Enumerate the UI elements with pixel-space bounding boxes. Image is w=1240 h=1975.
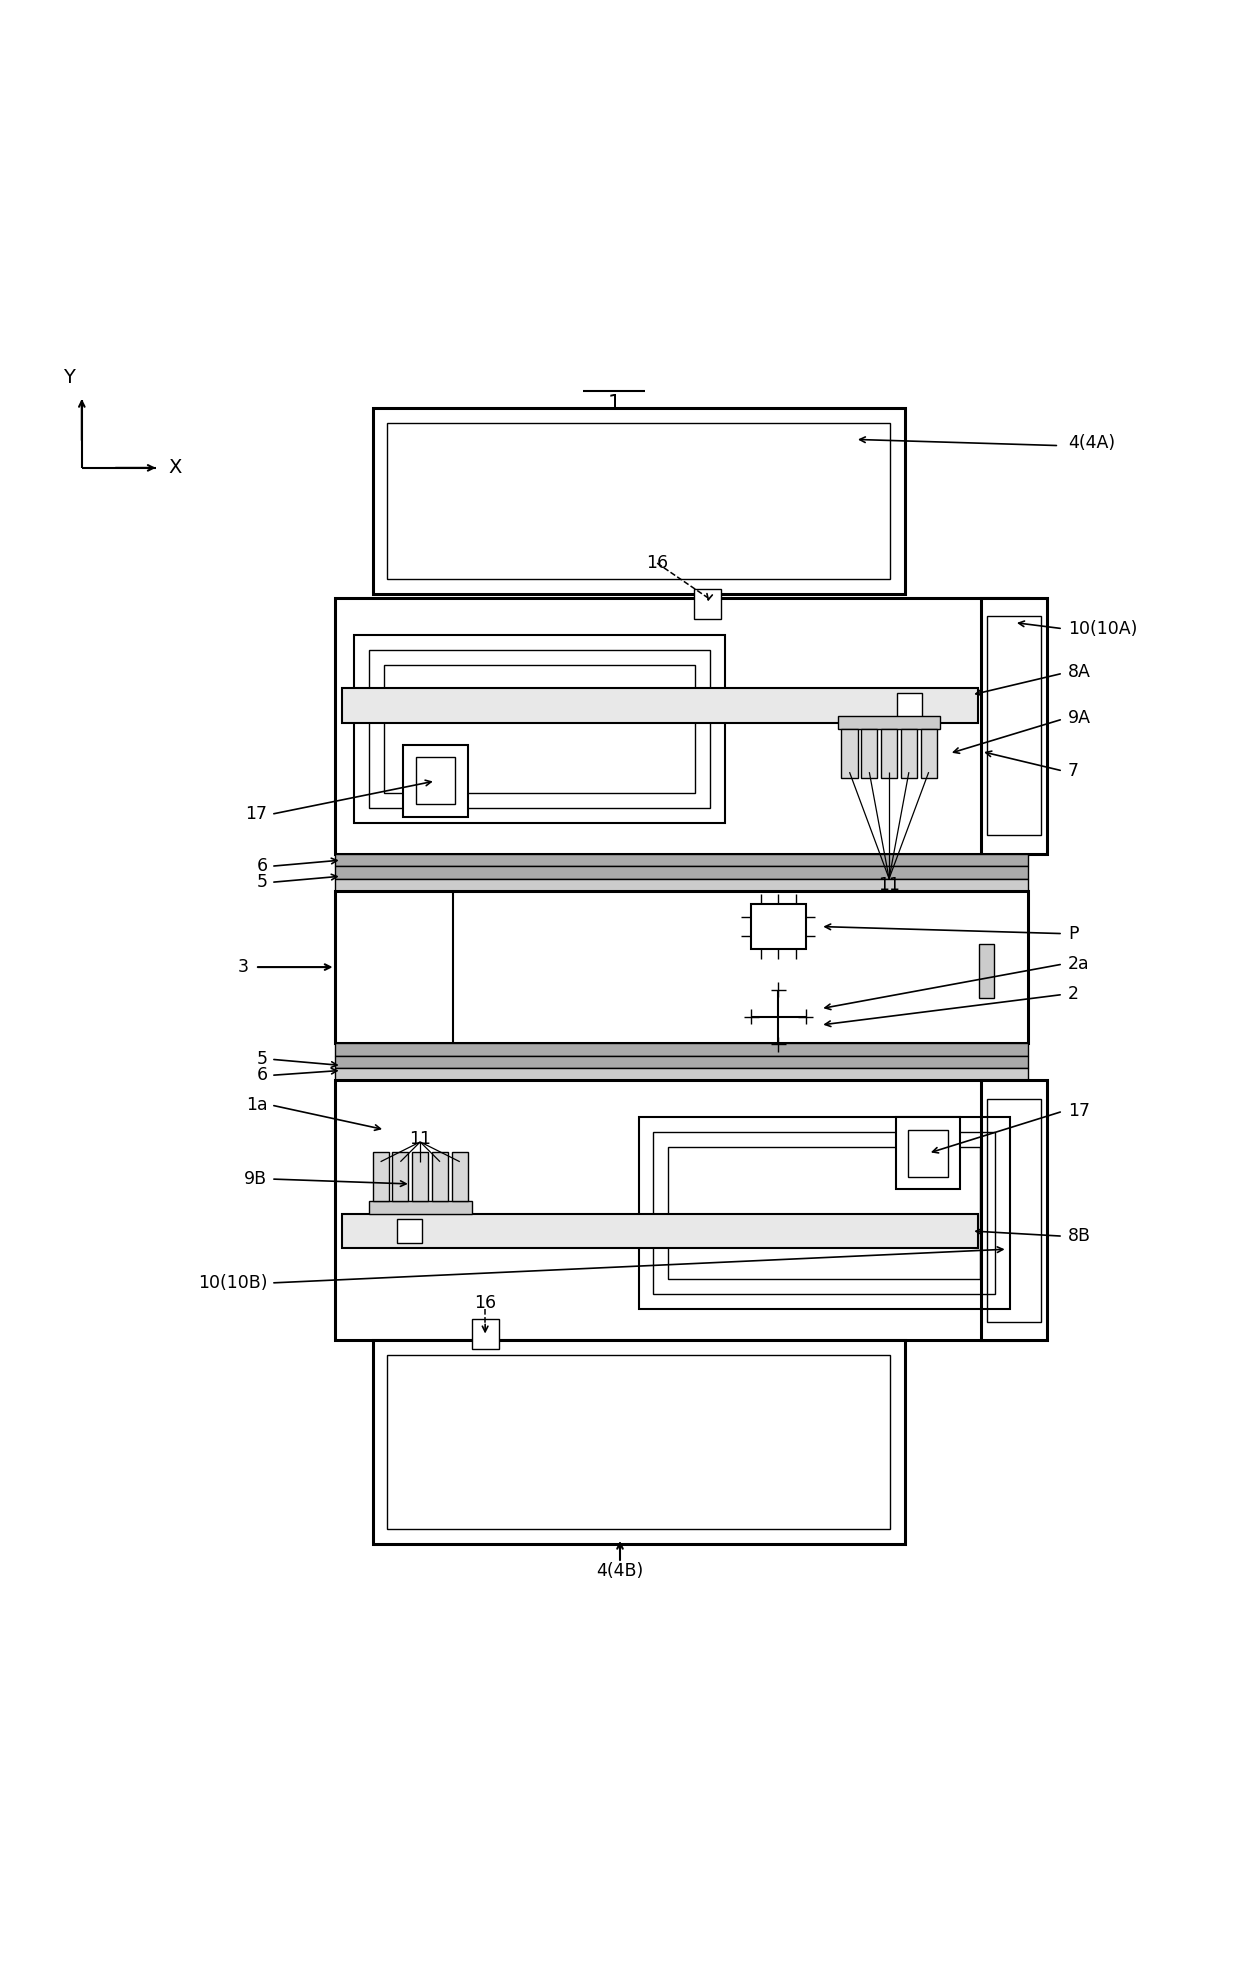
Text: 1a: 1a bbox=[246, 1096, 268, 1114]
Bar bbox=[415, 756, 455, 804]
Bar bbox=[383, 664, 696, 794]
Text: 17: 17 bbox=[246, 806, 268, 824]
Bar bbox=[336, 1043, 1028, 1055]
Bar bbox=[897, 1118, 960, 1189]
Bar bbox=[653, 1132, 994, 1294]
Text: 2: 2 bbox=[1068, 986, 1079, 1003]
Bar bbox=[668, 1147, 980, 1280]
Text: 4(4B): 4(4B) bbox=[596, 1562, 644, 1580]
Text: 9A: 9A bbox=[1068, 709, 1091, 727]
Bar bbox=[987, 616, 1040, 835]
Text: 7: 7 bbox=[1068, 762, 1079, 780]
Bar bbox=[342, 1215, 977, 1248]
Bar bbox=[862, 729, 878, 778]
Text: 16: 16 bbox=[646, 555, 668, 573]
Bar bbox=[336, 879, 1028, 891]
Bar bbox=[987, 1098, 1040, 1321]
Bar bbox=[336, 867, 1028, 879]
Bar bbox=[336, 1068, 1028, 1080]
Bar bbox=[372, 409, 904, 594]
Text: 6: 6 bbox=[257, 857, 268, 875]
Text: 5: 5 bbox=[257, 1051, 268, 1068]
Bar bbox=[336, 598, 1028, 853]
Text: 8B: 8B bbox=[1068, 1226, 1091, 1244]
Bar bbox=[368, 1201, 471, 1215]
Text: 10(10B): 10(10B) bbox=[198, 1274, 268, 1292]
Bar bbox=[403, 745, 467, 818]
Bar bbox=[336, 891, 1028, 1043]
Bar bbox=[900, 729, 916, 778]
Bar bbox=[908, 1130, 947, 1177]
Bar bbox=[342, 687, 977, 723]
Bar bbox=[838, 717, 940, 729]
Bar bbox=[336, 1055, 1028, 1068]
Bar bbox=[978, 944, 993, 997]
Bar bbox=[372, 1151, 388, 1201]
Bar bbox=[451, 1151, 467, 1201]
Bar bbox=[353, 634, 725, 824]
Text: 6: 6 bbox=[257, 1066, 268, 1084]
Text: 11: 11 bbox=[409, 1130, 432, 1147]
Text: 3: 3 bbox=[238, 958, 249, 976]
Text: 10(10A): 10(10A) bbox=[1068, 620, 1137, 638]
Bar bbox=[412, 1151, 428, 1201]
Text: P: P bbox=[1068, 924, 1079, 942]
Bar bbox=[694, 589, 722, 618]
Bar bbox=[387, 1355, 890, 1529]
Bar bbox=[920, 729, 936, 778]
Bar bbox=[432, 1151, 448, 1201]
Text: 16: 16 bbox=[474, 1294, 496, 1311]
Bar bbox=[897, 693, 921, 717]
Text: 8A: 8A bbox=[1068, 664, 1091, 681]
Bar bbox=[981, 1080, 1047, 1341]
Bar bbox=[368, 650, 711, 808]
Text: 5: 5 bbox=[257, 873, 268, 891]
Text: Y: Y bbox=[63, 369, 76, 387]
Text: 1: 1 bbox=[608, 393, 620, 413]
Text: 4(4A): 4(4A) bbox=[1068, 434, 1115, 452]
Bar bbox=[387, 423, 890, 579]
Text: 17: 17 bbox=[1068, 1102, 1090, 1120]
Bar bbox=[392, 1151, 408, 1201]
Bar bbox=[336, 853, 1028, 867]
Bar bbox=[336, 1080, 1028, 1341]
Text: X: X bbox=[169, 458, 182, 478]
Bar bbox=[471, 1319, 498, 1349]
Bar bbox=[639, 1118, 1009, 1309]
Bar bbox=[397, 1219, 422, 1244]
Text: 9B: 9B bbox=[244, 1169, 268, 1189]
Bar bbox=[842, 729, 858, 778]
Bar bbox=[751, 905, 806, 948]
Bar bbox=[882, 729, 897, 778]
Text: 11: 11 bbox=[878, 875, 900, 895]
Text: 2a: 2a bbox=[1068, 956, 1090, 974]
Bar bbox=[981, 598, 1047, 853]
Bar bbox=[372, 1341, 904, 1544]
